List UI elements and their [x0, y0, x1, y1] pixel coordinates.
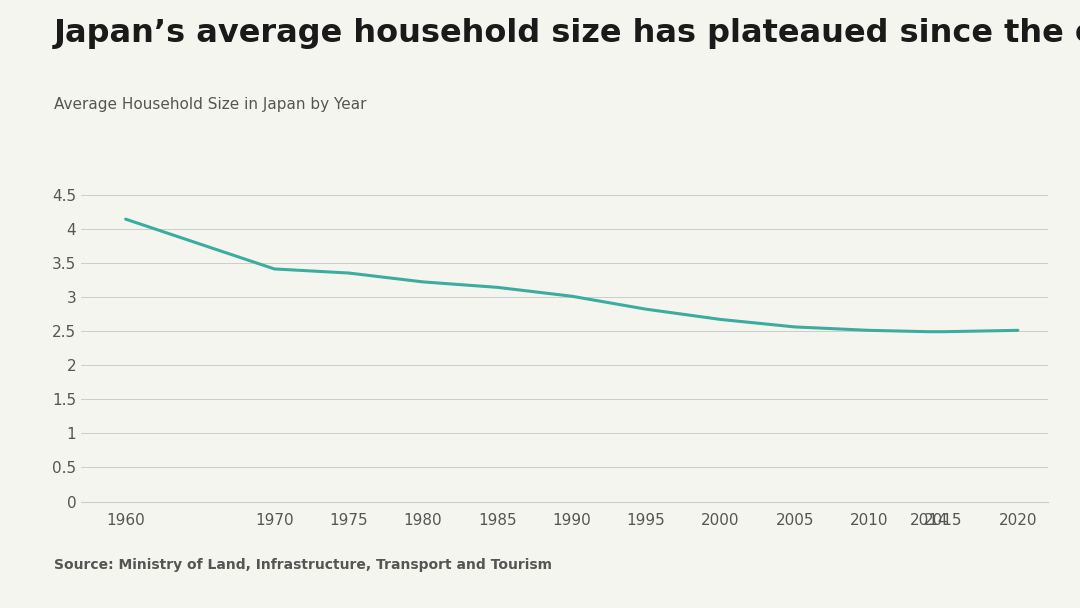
Text: Japan’s average household size has plateaued since the early 2000s: Japan’s average household size has plate… — [54, 18, 1080, 49]
Text: Average Household Size in Japan by Year: Average Household Size in Japan by Year — [54, 97, 366, 112]
Text: Source: Ministry of Land, Infrastructure, Transport and Tourism: Source: Ministry of Land, Infrastructure… — [54, 558, 552, 572]
